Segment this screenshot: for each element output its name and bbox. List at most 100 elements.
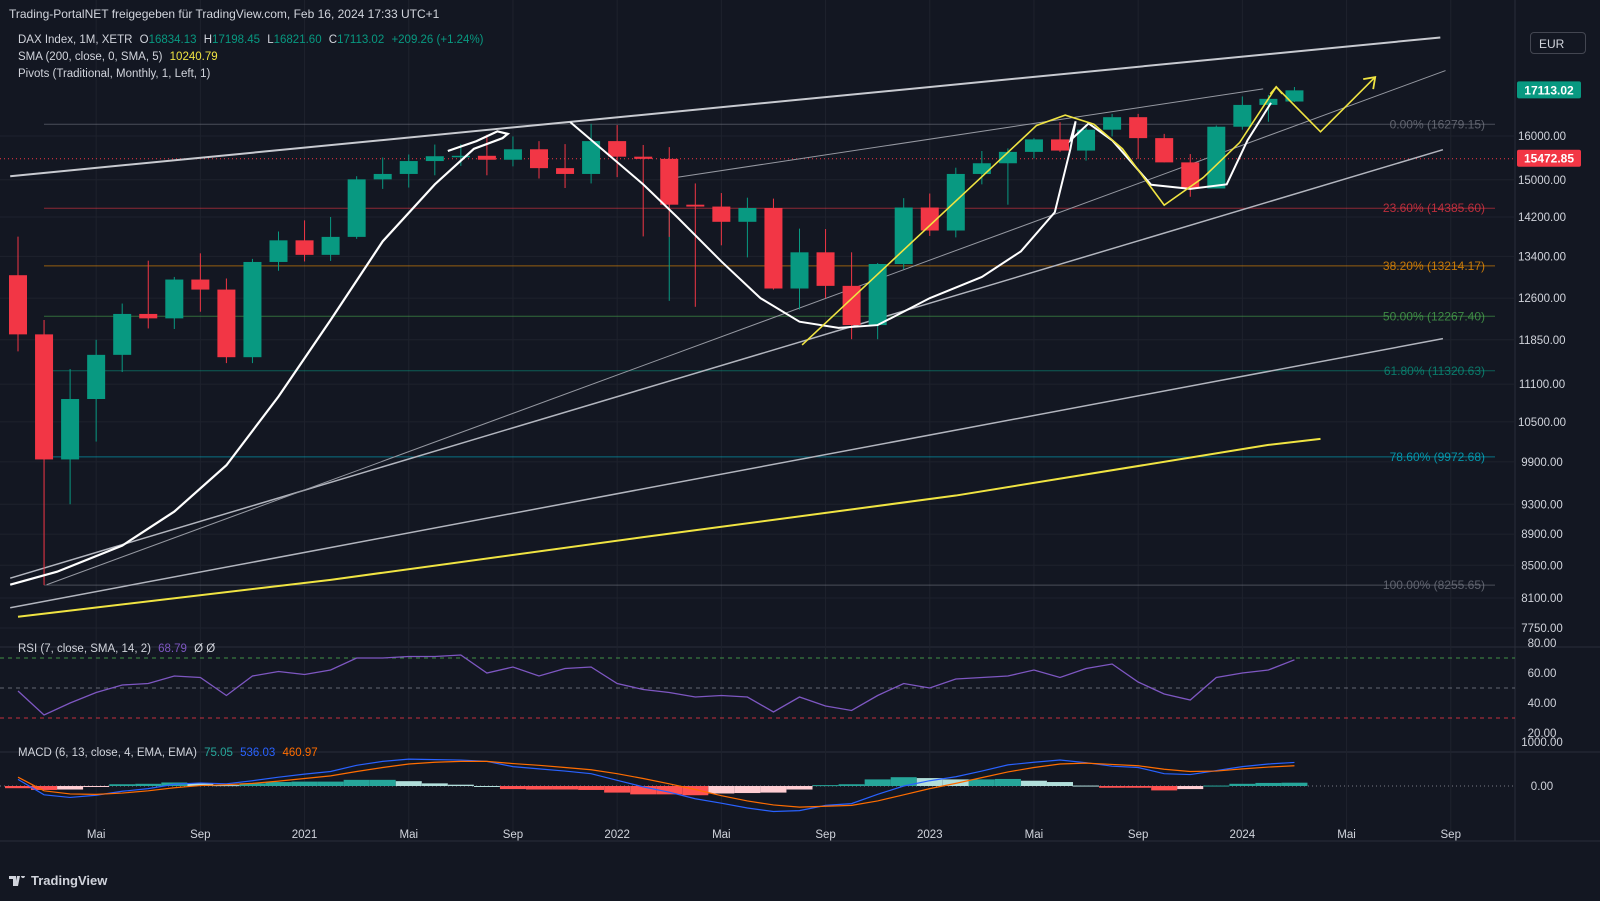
symbol-legend[interactable]: DAX Index, 1M, XETR O16834.13 H17198.45 … xyxy=(18,34,484,46)
candle-body xyxy=(972,163,991,174)
macd-histogram-bar xyxy=(604,786,631,793)
macd-histogram-bar xyxy=(473,786,500,787)
rsi-axis-label: 40.00 xyxy=(1528,698,1557,710)
candle-body xyxy=(998,151,1017,164)
candle-body xyxy=(790,252,809,289)
time-tick-label: 2023 xyxy=(917,829,943,841)
macd-histogram-bar xyxy=(1151,786,1178,791)
fib-level-label: 23.60% (14385.60) xyxy=(1383,201,1485,215)
price-tick-label: 8500.00 xyxy=(1521,560,1563,572)
macd-histogram-bar xyxy=(5,786,31,789)
macd-histogram-bar xyxy=(265,782,292,786)
macd-histogram-bar xyxy=(187,783,214,786)
price-tick-label: 15000.00 xyxy=(1518,175,1566,187)
candle-body xyxy=(660,158,679,205)
share-header: Trading-PortalNET freigegeben für Tradin… xyxy=(9,7,440,21)
macd-legend[interactable]: MACD (6, 13, close, 4, EMA, EMA) 75.05 5… xyxy=(18,747,318,759)
candle-body xyxy=(764,207,783,289)
price-tick-label: 11100.00 xyxy=(1519,379,1565,391)
macd-axis-label: 1000.00 xyxy=(1521,737,1563,749)
rsi-axis-label: 60.00 xyxy=(1528,668,1557,680)
candlestick-series[interactable] xyxy=(9,86,1304,586)
candle-body xyxy=(634,156,653,159)
channel-upper-line xyxy=(10,36,1441,178)
macd-histogram-bar xyxy=(682,786,709,796)
time-tick-label: Sep xyxy=(503,829,523,841)
macd-histogram-bar xyxy=(1229,783,1256,786)
macd-histogram-bar xyxy=(109,784,136,786)
rsi-value: 68.79 xyxy=(158,643,187,655)
rsi-line xyxy=(17,654,1295,716)
price-tick-label: 13400.00 xyxy=(1518,251,1566,263)
candle-body xyxy=(35,334,54,460)
candle-body xyxy=(373,173,392,180)
currency-button[interactable]: EUR xyxy=(1530,32,1586,54)
rsi-pane[interactable]: 20.00 40.00 60.00 80.00 xyxy=(0,638,1556,740)
candle-body xyxy=(816,252,835,286)
candle-body xyxy=(399,161,418,174)
candle-body xyxy=(608,141,627,157)
macd-signal-value: 460.97 xyxy=(282,747,318,759)
macd-histogram-bar xyxy=(317,781,344,786)
macd-histogram-bar xyxy=(630,786,657,795)
macd-histogram-bar xyxy=(916,778,943,786)
macd-histogram-bar xyxy=(1255,782,1282,786)
price-tick-label: 9300.00 xyxy=(1521,499,1563,511)
pivot-price-label: 15472.85 xyxy=(1524,152,1574,166)
macd-histogram-bar xyxy=(526,786,552,790)
open-value: 16834.13 xyxy=(148,34,197,46)
candle-body xyxy=(920,207,939,231)
macd-histogram-bar xyxy=(994,778,1021,786)
macd-histogram-bar xyxy=(83,786,110,787)
rsi-extra: Ø Ø xyxy=(194,643,216,655)
time-tick-label: Mai xyxy=(87,829,106,841)
candle-body xyxy=(61,399,80,460)
macd-histogram-bar xyxy=(421,783,448,786)
macd-histogram-bar xyxy=(1281,782,1308,786)
candle-body xyxy=(139,313,158,319)
macd-histogram-bar xyxy=(812,785,839,787)
projection-arrowhead xyxy=(1363,76,1377,90)
symbol-label: DAX Index, 1M, XETR xyxy=(18,34,133,46)
macd-histogram-bar xyxy=(968,779,995,786)
tradingview-logo[interactable]: TradingView xyxy=(9,873,107,888)
time-tick-label: Sep xyxy=(815,829,835,841)
open-label: O xyxy=(139,34,149,46)
time-tick-label: Mai xyxy=(399,829,418,841)
macd-histogram-bar xyxy=(838,784,865,786)
candle-body xyxy=(87,354,106,400)
pivots-legend[interactable]: Pivots (Traditional, Monthly, 1, Left, 1… xyxy=(18,68,210,80)
fib-level-label: 61.80% (11320.63) xyxy=(1384,364,1485,378)
candle-body xyxy=(1103,117,1122,130)
candle-body xyxy=(1207,126,1226,189)
price-tick-label: 9900.00 xyxy=(1521,457,1563,469)
sma-legend[interactable]: SMA (200, close, 0, SMA, 5) 10240.79 xyxy=(18,51,218,63)
candle-body xyxy=(217,289,236,358)
macd-pane[interactable]: 1000.00 0.00 xyxy=(0,737,1563,813)
candle-body xyxy=(1233,104,1252,127)
price-tick-label: 12600.00 xyxy=(1518,293,1566,305)
drawn-curve-left xyxy=(9,130,511,586)
candle-body xyxy=(946,173,965,231)
macd-histogram-bar xyxy=(864,779,891,786)
candle-body xyxy=(1155,138,1174,163)
fib-level-label: 100.00% (8255.65) xyxy=(1383,578,1485,592)
candle-body xyxy=(1051,139,1069,151)
projection-path xyxy=(801,76,1376,346)
rsi-legend[interactable]: RSI (7, close, SMA, 14, 2) 68.79 Ø Ø xyxy=(18,643,215,655)
fib-level-label: 0.00% (16279.15) xyxy=(1390,117,1485,131)
price-axis[interactable]: 7750.00 8100.00 8500.00 8900.00 9300.00 9900.… xyxy=(1518,131,1566,635)
time-axis[interactable]: Mai Sep 2021 Mai Sep 2022 Mai Sep 2023 Mai Sep 2024… xyxy=(87,829,1461,841)
channel-middle-line xyxy=(9,148,1444,579)
candle-body xyxy=(1024,139,1043,152)
pivot-price-tag: 15472.85 xyxy=(1517,149,1581,167)
time-tick-label: 2024 xyxy=(1230,829,1256,841)
candle-body xyxy=(582,141,601,174)
candle-body xyxy=(556,168,575,174)
sma-200-path xyxy=(17,437,1321,618)
pivots-label: Pivots (Traditional, Monthly, 1, Left, 1… xyxy=(18,68,211,80)
price-tick-label: 7750.00 xyxy=(1521,623,1563,635)
macd-histogram-bar xyxy=(786,786,813,790)
macd-histogram-bar xyxy=(708,786,735,794)
